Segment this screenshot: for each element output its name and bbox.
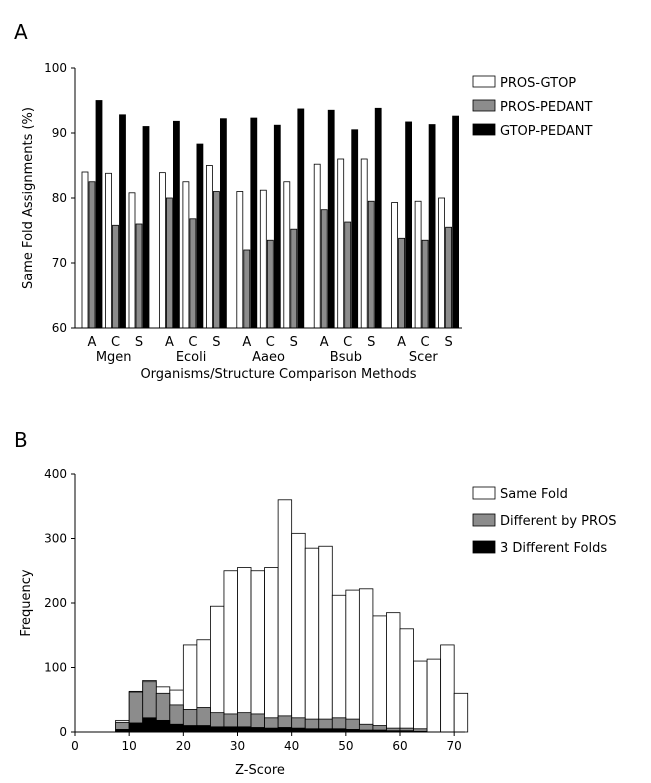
- bar-same-fold: [250, 570, 265, 733]
- x-axis-title: Organisms/Structure Comparison Methods: [140, 367, 416, 382]
- panel-label-a: A: [14, 20, 28, 44]
- y-tick-label: 0: [59, 725, 67, 739]
- x-subtick-label: C: [111, 335, 120, 350]
- legend-label-gtop-pedant: GTOP-PEDANT: [500, 124, 592, 139]
- x-tick-label: 40: [284, 739, 299, 753]
- bar-3-different-folds: [210, 726, 225, 733]
- bar-same-fold: [318, 545, 333, 733]
- bar-same-fold: [440, 644, 455, 733]
- legend-label-different-by-pros: Different by PROS: [500, 514, 617, 529]
- y-tick-label: 200: [44, 596, 67, 610]
- panel-label-b: B: [14, 428, 28, 452]
- x-subtick-label: S: [444, 335, 452, 350]
- legend-swatch-3-different-folds: [472, 540, 496, 554]
- bar-same-fold: [237, 567, 252, 733]
- y-tick-label: 100: [44, 661, 67, 675]
- x-subtick-label: C: [343, 335, 352, 350]
- bar-3-different-folds: [250, 727, 265, 733]
- x-subtick-label: A: [320, 335, 329, 350]
- bar-same-fold: [291, 532, 306, 733]
- y-tick-label: 80: [52, 191, 67, 205]
- bar-same-fold: [399, 628, 414, 733]
- x-subtick-label: A: [242, 335, 251, 350]
- bar-3-different-folds: [223, 726, 238, 733]
- bar-3-different-folds: [182, 725, 198, 733]
- y-tick-label: 90: [52, 126, 67, 140]
- x-subtick-label: S: [367, 335, 375, 350]
- bar-same-fold: [453, 692, 469, 733]
- bar-same-fold: [264, 567, 279, 733]
- bar-same-fold: [304, 547, 320, 733]
- y-tick-label: 300: [44, 532, 67, 546]
- x-subtick-label: C: [266, 335, 275, 350]
- x-tick-label: 30: [230, 739, 245, 753]
- legend-label-pros-gtop: PROS-GTOP: [500, 76, 576, 91]
- bar-3-different-folds: [128, 722, 144, 733]
- legend-swatch-gtop-pedant: [472, 123, 496, 136]
- bar-same-fold: [372, 615, 387, 733]
- legend-label-same-fold: Same Fold: [500, 487, 568, 502]
- x-subtick-label: S: [290, 335, 298, 350]
- x-axis-title: Z-Score: [235, 763, 285, 778]
- bar-3-different-folds: [169, 723, 184, 733]
- y-tick-label: 400: [44, 467, 67, 481]
- x-group-label: Bsub: [330, 350, 362, 365]
- x-tick-label: 50: [338, 739, 353, 753]
- bar-3-different-folds: [264, 727, 279, 733]
- bar-same-fold: [426, 658, 442, 733]
- bar-3-different-folds: [142, 717, 157, 733]
- x-tick-label: 0: [71, 739, 79, 753]
- x-group-label: Ecoli: [176, 350, 207, 365]
- x-tick-label: 20: [176, 739, 191, 753]
- x-group-label: Scer: [409, 350, 438, 365]
- x-tick-label: 70: [447, 739, 462, 753]
- bar-same-fold: [358, 588, 374, 733]
- legend-label-pros-pedant: PROS-PEDANT: [500, 100, 593, 115]
- bar-3-different-folds: [237, 726, 252, 733]
- x-subtick-label: A: [397, 335, 406, 350]
- bar-same-fold: [345, 589, 360, 733]
- x-group-label: Aaeo: [252, 350, 285, 365]
- bar-same-fold: [223, 570, 238, 733]
- bar-3-different-folds: [277, 727, 293, 733]
- legend-swatch-pros-gtop: [472, 75, 496, 88]
- x-subtick-label: S: [135, 335, 143, 350]
- bar-same-fold: [413, 660, 428, 733]
- legend-swatch-same-fold: [472, 486, 496, 500]
- bar-same-fold: [331, 594, 347, 733]
- bar-same-fold: [386, 612, 401, 733]
- y-axis-title: Same Fold Assignments (%): [21, 107, 36, 289]
- bar-3-different-folds: [155, 719, 171, 733]
- y-tick-label: 60: [52, 321, 67, 335]
- legend-swatch-different-by-pros: [472, 513, 496, 527]
- y-tick-label: 100: [44, 61, 67, 75]
- x-tick-label: 10: [122, 739, 137, 753]
- y-tick-label: 70: [52, 256, 67, 270]
- x-subtick-label: S: [212, 335, 220, 350]
- legend-swatch-pros-pedant: [472, 99, 496, 112]
- bar-3-different-folds: [196, 725, 211, 733]
- x-group-label: Mgen: [96, 350, 132, 365]
- x-subtick-label: A: [165, 335, 174, 350]
- legend-label-3-different-folds: 3 Different Folds: [500, 541, 607, 556]
- bar-same-fold: [277, 499, 293, 733]
- x-subtick-label: A: [88, 335, 97, 350]
- bar-3-different-folds: [291, 727, 306, 733]
- x-subtick-label: C: [421, 335, 430, 350]
- x-tick-label: 60: [392, 739, 407, 753]
- x-subtick-label: C: [188, 335, 197, 350]
- y-axis-title: Frequency: [19, 569, 34, 636]
